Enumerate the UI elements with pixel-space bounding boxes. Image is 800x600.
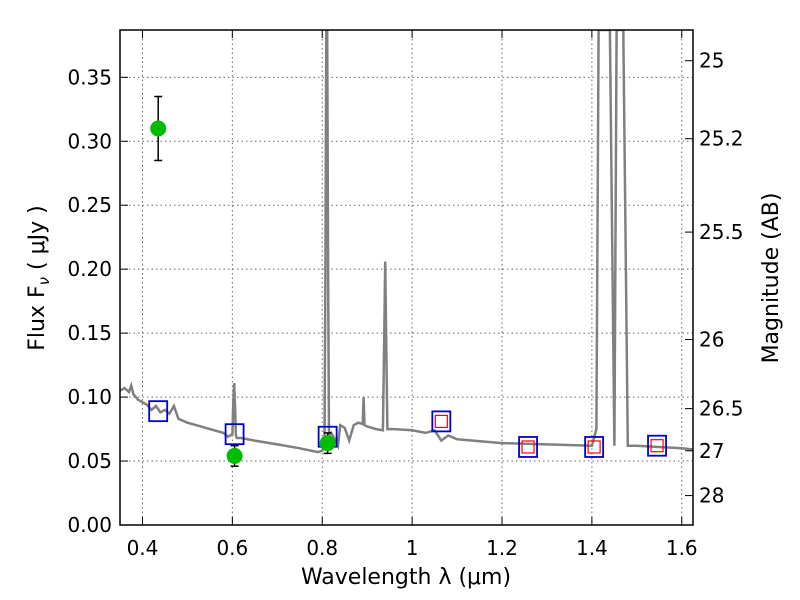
model-photometry-square [148,400,169,423]
y-tick-label: 0.15 [67,321,112,345]
upper-limit-square [587,440,601,454]
y-tick-label: 0.30 [67,129,112,153]
tick-layer: 0.4 0.6 0.8 1 1.2 1.4 1.6 0.00 0.05 0.10 0.15 0.20 0… [67,30,744,560]
y-tick-label: 0.05 [67,449,112,473]
model-photometry-square [431,410,452,433]
observed-flux-point [319,435,336,452]
right-tick-label: 26.5 [699,397,744,421]
right-tick-label: 25.5 [699,220,744,244]
model-photometry-square [518,436,538,458]
y-tick-label: 0.00 [67,513,112,537]
y-tick-label: 0.35 [67,65,112,89]
x-tick-label: 1.6 [666,536,698,560]
observed-flux-point [150,120,167,137]
series-layer [120,30,693,467]
upper-limit-square [434,414,448,428]
y-axis-label-right: Magnitude (AB) [759,193,784,364]
grid-layer [120,30,693,526]
model-photometry-square [584,436,605,458]
right-tick-label: 25.2 [699,127,744,151]
observed-flux-point [226,447,243,464]
upper-limit-square [650,439,664,453]
model-photometry-square [647,434,667,457]
right-tick-label: 25 [699,49,724,73]
plot-frame [119,29,694,526]
x-tick-label: 1 [406,536,419,560]
x-tick-label: 1.2 [486,536,518,560]
y-tick-label: 0.20 [67,257,112,281]
x-tick-label: 1.4 [576,536,608,560]
right-tick-label: 26 [699,328,724,352]
x-tick-label: 0.4 [127,536,159,560]
y-tick-label: 0.25 [67,193,112,217]
x-tick-label: 0.8 [306,536,338,560]
y-axis-label-left: Flux Fν ( μJy ) [25,205,53,350]
model-spectrum-line [120,30,693,454]
right-tick-label: 27 [699,439,724,463]
x-axis-label: Wavelength λ (μm) [301,565,511,590]
upper-limit-square [521,440,535,454]
x-tick-label: 0.6 [216,536,248,560]
right-tick-label: 28 [699,484,724,508]
y-tick-label: 0.10 [67,385,112,409]
model-photometry-square [224,423,245,446]
